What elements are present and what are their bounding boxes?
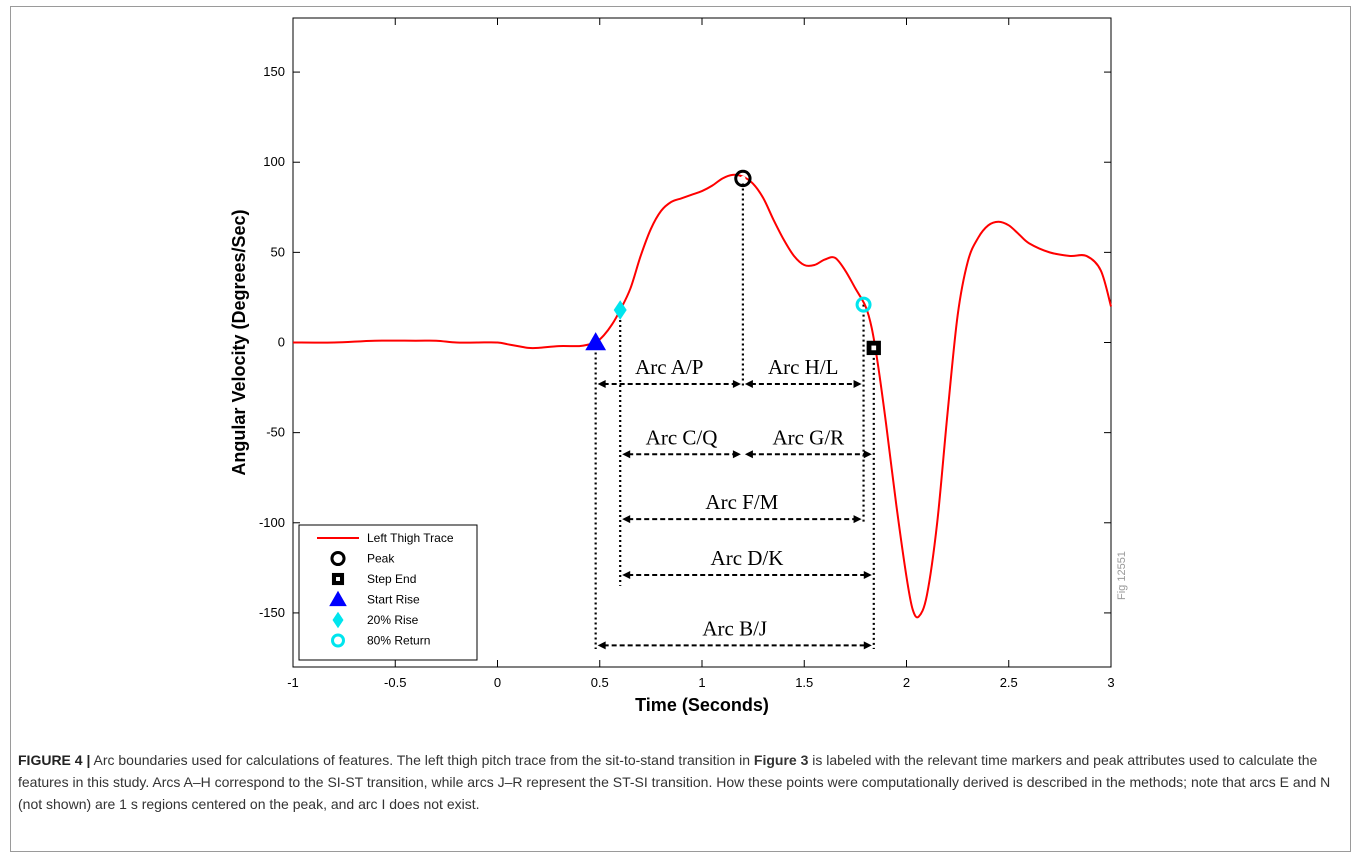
legend-box xyxy=(298,524,478,661)
legend-label: Peak xyxy=(367,552,395,566)
arrow-right-icon xyxy=(863,641,872,650)
arc-label: Arc C/Q xyxy=(646,425,718,449)
legend: Left Thigh Trace Peak Step End Start Rise 20… xyxy=(298,524,478,661)
arrow-left-icon xyxy=(597,641,606,650)
caption-text-2: is labeled with the relevant time marker… xyxy=(18,752,1331,812)
arc-label: Arc H/L xyxy=(768,355,839,379)
arrow-right-icon xyxy=(863,450,872,459)
y-tick-label: 150 xyxy=(263,64,285,79)
arrow-right-icon xyxy=(863,571,872,580)
return-80-ring-marker xyxy=(855,296,872,313)
rise-20-diamond-marker xyxy=(613,300,627,320)
y-tick-label: 100 xyxy=(263,154,285,169)
arc-label: Arc D/K xyxy=(711,546,784,570)
legend-item: Start Rise xyxy=(329,590,420,607)
x-tick-label: -1 xyxy=(287,675,299,690)
arrow-right-icon xyxy=(732,450,741,459)
arrow-left-icon xyxy=(622,450,631,459)
step-end-square-center xyxy=(336,577,340,581)
chart: -1 -0.5 0 0.5 1 1.5 2 2.5 3 -150 -100 -50 0 50 100 150 T… xyxy=(229,17,1115,715)
legend-label: 80% Return xyxy=(367,634,430,648)
figure-caption: FIGURE 4 | Arc boundaries used for calcu… xyxy=(18,749,1336,815)
start-rise-point xyxy=(585,332,607,351)
start-rise-triangle-marker xyxy=(585,332,607,351)
rise-20-diamond-marker xyxy=(332,611,344,629)
x-tick-label: 1 xyxy=(698,675,705,690)
legend-item: Peak xyxy=(330,550,395,567)
legend-label: Step End xyxy=(367,572,416,586)
x-axis-label: Time (Seconds) xyxy=(635,695,769,715)
x-tick-label: 2 xyxy=(903,675,910,690)
left-thigh-trace-line xyxy=(292,173,1112,619)
arc-arc-f-m: Arc F/M xyxy=(622,490,862,524)
y-tick-label: 0 xyxy=(278,335,285,350)
arc-arc-c-q: Arc C/Q xyxy=(622,425,741,459)
arrow-left-icon xyxy=(744,379,753,388)
peak-circle-center xyxy=(740,175,746,182)
arc-label: Arc G/R xyxy=(772,425,844,449)
step-end-point xyxy=(866,340,881,356)
arrow-right-icon xyxy=(853,515,862,524)
arrow-left-icon xyxy=(597,379,606,388)
figure-id-label: Fig 12551 xyxy=(1116,551,1128,600)
figure-frame xyxy=(10,6,1351,852)
arrow-left-icon xyxy=(744,450,753,459)
arrow-left-icon xyxy=(622,515,631,524)
arc-arc-b-j: Arc B/J xyxy=(597,616,872,650)
20--rise-point xyxy=(613,300,627,320)
arrow-right-icon xyxy=(732,379,741,388)
legend-label: 20% Rise xyxy=(367,613,419,627)
arrow-right-icon xyxy=(853,379,862,388)
80--return-point xyxy=(855,296,872,313)
arcs-layer: Arc A/P Arc H/L Arc C/Q Arc G/R Arc F/M Arc D… xyxy=(594,178,875,650)
x-tick-label: -0.5 xyxy=(384,675,406,690)
y-tick-label: -100 xyxy=(259,515,285,530)
start-rise-triangle-marker xyxy=(329,590,347,607)
arc-arc-d-k: Arc D/K xyxy=(622,546,872,580)
arc-label: Arc F/M xyxy=(705,490,778,514)
peak-circle-center xyxy=(335,556,341,561)
y-tick-label: 50 xyxy=(271,244,285,259)
peak-circle-marker xyxy=(330,550,346,567)
peak-circle-marker xyxy=(734,169,752,188)
arc-arc-a-p: Arc A/P xyxy=(597,355,741,388)
caption-figure-ref[interactable]: Figure 3 xyxy=(753,752,809,768)
legend-label: Start Rise xyxy=(367,593,420,607)
caption-figure-label: FIGURE 4 | xyxy=(18,752,91,768)
x-tick-label: 1.5 xyxy=(795,675,813,690)
arc-label: Arc B/J xyxy=(702,616,767,640)
legend-item: 80% Return xyxy=(331,633,430,648)
x-tick-label: 2.5 xyxy=(1000,675,1018,690)
markers-layer xyxy=(585,169,881,356)
legend-label: Left Thigh Trace xyxy=(367,531,454,545)
y-tick-label: -150 xyxy=(259,605,285,620)
legend-item: 20% Rise xyxy=(332,611,419,629)
x-tick-label: 0 xyxy=(494,675,501,690)
x-tick-label: 3 xyxy=(1107,675,1114,690)
y-tick-label: -50 xyxy=(266,425,285,440)
arrow-left-icon xyxy=(622,571,631,580)
caption-text-1: Arc boundaries used for calculations of … xyxy=(90,752,754,768)
x-tick-label: 0.5 xyxy=(591,675,609,690)
return-80-ring-marker xyxy=(331,633,345,648)
legend-item: Left Thigh Trace xyxy=(317,531,454,545)
step-end-square-center xyxy=(871,345,877,351)
arc-arc-g-r: Arc G/R xyxy=(744,425,872,459)
peak-point xyxy=(734,169,752,188)
trace-layer xyxy=(292,173,1112,619)
arc-label: Arc A/P xyxy=(635,355,703,379)
arc-arc-h-l: Arc H/L xyxy=(744,355,862,388)
y-axis-label: Angular Velocity (Degrees/Sec) xyxy=(229,209,249,475)
legend-item: Step End xyxy=(331,572,416,586)
